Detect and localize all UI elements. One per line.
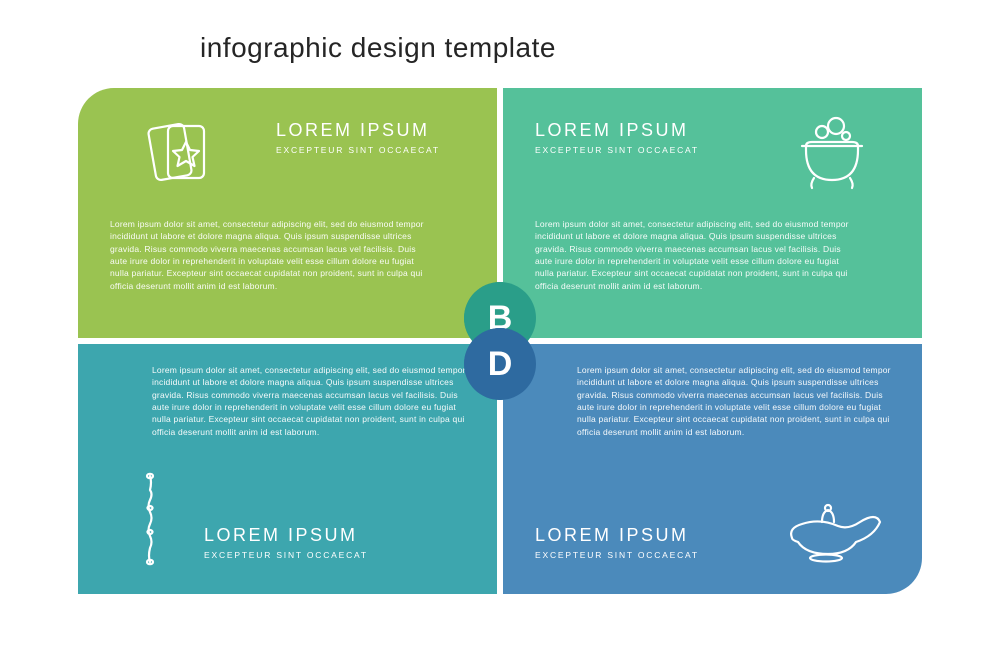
panel-a-title: Lorem Ipsum xyxy=(276,120,440,141)
magic-wand-icon xyxy=(118,468,182,568)
panel-a-heading: Lorem Ipsum Excepteur sint occaecat xyxy=(276,120,440,155)
page-title: infographic design template xyxy=(200,32,556,64)
badge-d: D xyxy=(464,328,536,400)
panel-b-title: Lorem Ipsum xyxy=(535,120,699,141)
panel-b-body: Lorem ipsum dolor sit amet, consectetur … xyxy=(535,218,855,292)
panel-c-heading: Lorem Ipsum Excepteur sint occaecat xyxy=(204,525,368,560)
cauldron-icon xyxy=(788,106,876,194)
genie-lamp-icon xyxy=(778,492,888,572)
panel-b-subtitle: Excepteur sint occaecat xyxy=(535,145,699,155)
panel-a: Lorem Ipsum Excepteur sint occaecat Lore… xyxy=(78,88,497,338)
panel-c-subtitle: Excepteur sint occaecat xyxy=(204,550,368,560)
panel-d-title: Lorem Ipsum xyxy=(535,525,699,546)
tarot-cards-icon xyxy=(138,112,218,192)
panel-d-body: Lorem ipsum dolor sit amet, consectetur … xyxy=(577,364,897,438)
panel-d: Lorem ipsum dolor sit amet, consectetur … xyxy=(503,344,922,594)
panel-b: Lorem Ipsum Excepteur sint occaecat Lore… xyxy=(503,88,922,338)
panel-d-heading: Lorem Ipsum Excepteur sint occaecat xyxy=(535,525,699,560)
panel-c-body: Lorem ipsum dolor sit amet, consectetur … xyxy=(152,364,472,438)
panel-d-subtitle: Excepteur sint occaecat xyxy=(535,550,699,560)
panel-c-title: Lorem Ipsum xyxy=(204,525,368,546)
panel-b-heading: Lorem Ipsum Excepteur sint occaecat xyxy=(535,120,699,155)
infographic-grid: Lorem Ipsum Excepteur sint occaecat Lore… xyxy=(78,88,922,594)
panel-a-subtitle: Excepteur sint occaecat xyxy=(276,145,440,155)
panel-c: Lorem ipsum dolor sit amet, consectetur … xyxy=(78,344,497,594)
panel-a-body: Lorem ipsum dolor sit amet, consectetur … xyxy=(110,218,430,292)
